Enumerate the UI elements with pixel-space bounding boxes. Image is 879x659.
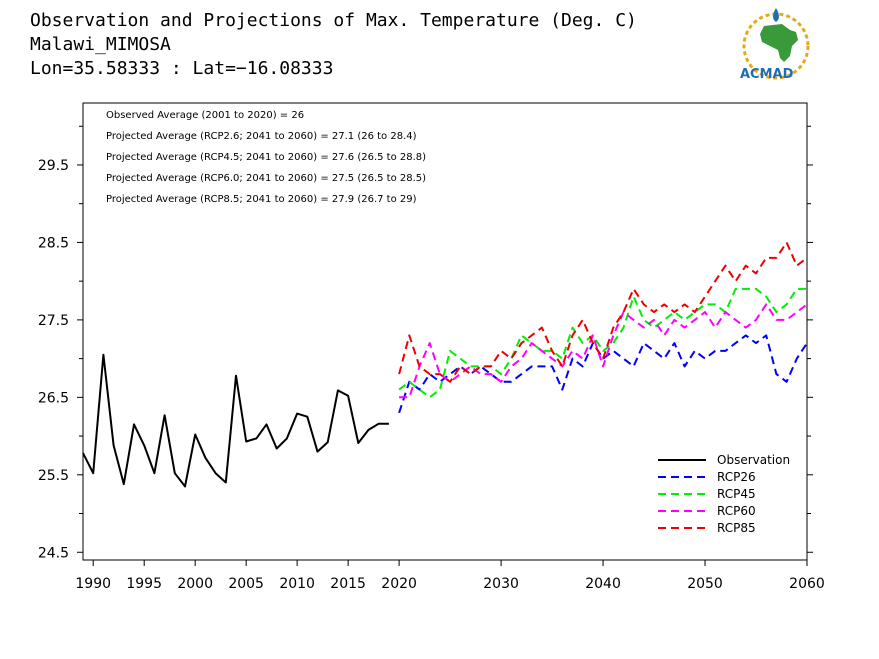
x-tick-label-1990: 1990: [75, 576, 111, 592]
chart-subtitle-coordinates: Lon=35.58333 : Lat=−16.08333: [30, 58, 333, 79]
x-tick-label-2005: 2005: [228, 576, 264, 592]
legend-label-rcp85: RCP85: [717, 521, 756, 535]
y-tick-label-29.5: 29.5: [38, 158, 69, 174]
chart-subtitle-location: Malawi_MIMOSA: [30, 34, 171, 55]
acmad-logo: ACMAD: [740, 8, 810, 82]
series-lines: [82, 241, 808, 488]
legend-label-observation: Observation: [717, 453, 790, 467]
y-tick-label-26.5: 26.5: [38, 390, 69, 406]
logo-text: ACMAD: [740, 67, 794, 82]
logo-africa-icon: [760, 24, 798, 62]
annotation-rcp45-average: Projected Average (RCP4.5; 2041 to 2060)…: [106, 152, 426, 163]
plot-frame: [82, 102, 808, 561]
x-tick-label-2010: 2010: [279, 576, 315, 592]
annotation-rcp60-average: Projected Average (RCP6.0; 2041 to 2060)…: [106, 173, 426, 184]
legend-label-rcp60: RCP60: [717, 504, 756, 518]
chart-title: Observation and Projections of Max. Temp…: [30, 10, 637, 31]
x-tick-label-2015: 2015: [330, 576, 366, 592]
annotation-observed-average: Observed Average (2001 to 2020) = 26: [106, 110, 304, 121]
series-line-rcp60: [399, 303, 808, 399]
x-tick-label-1995: 1995: [126, 576, 162, 592]
y-tick-label-27.5: 27.5: [38, 313, 69, 329]
logo-raindrop-icon: [773, 8, 779, 22]
x-tick-label-2030: 2030: [483, 576, 519, 592]
y-tick-label-25.5: 25.5: [38, 468, 69, 484]
series-line-rcp85: [398, 241, 808, 383]
y-tick-label-24.5: 24.5: [38, 545, 69, 561]
legend-label-rcp26: RCP26: [717, 470, 756, 484]
x-tick-label-2000: 2000: [177, 576, 213, 592]
annotation-block: Observed Average (2001 to 2020) = 26 Pro…: [106, 110, 426, 205]
y-tick-label-28.5: 28.5: [38, 235, 69, 251]
x-tick-label-2020: 2020: [381, 576, 417, 592]
legend: Observation RCP26 RCP45 RCP60 RCP85: [658, 453, 790, 535]
series-line-rcp26: [398, 334, 808, 414]
x-tick-label-2040: 2040: [585, 576, 621, 592]
series-line-observation: [82, 353, 389, 488]
x-tick-label-2060: 2060: [789, 576, 825, 592]
annotation-rcp26-average: Projected Average (RCP2.6; 2041 to 2060)…: [106, 131, 417, 142]
series-line-rcp45: [398, 287, 807, 399]
legend-label-rcp45: RCP45: [717, 487, 756, 501]
annotation-rcp85-average: Projected Average (RCP8.5; 2041 to 2060)…: [106, 194, 417, 205]
axis-ticks: 1990 1995 2000 2005 2010 2015 2020 2030 2040 2050…: [38, 125, 825, 592]
x-tick-label-2050: 2050: [687, 576, 723, 592]
